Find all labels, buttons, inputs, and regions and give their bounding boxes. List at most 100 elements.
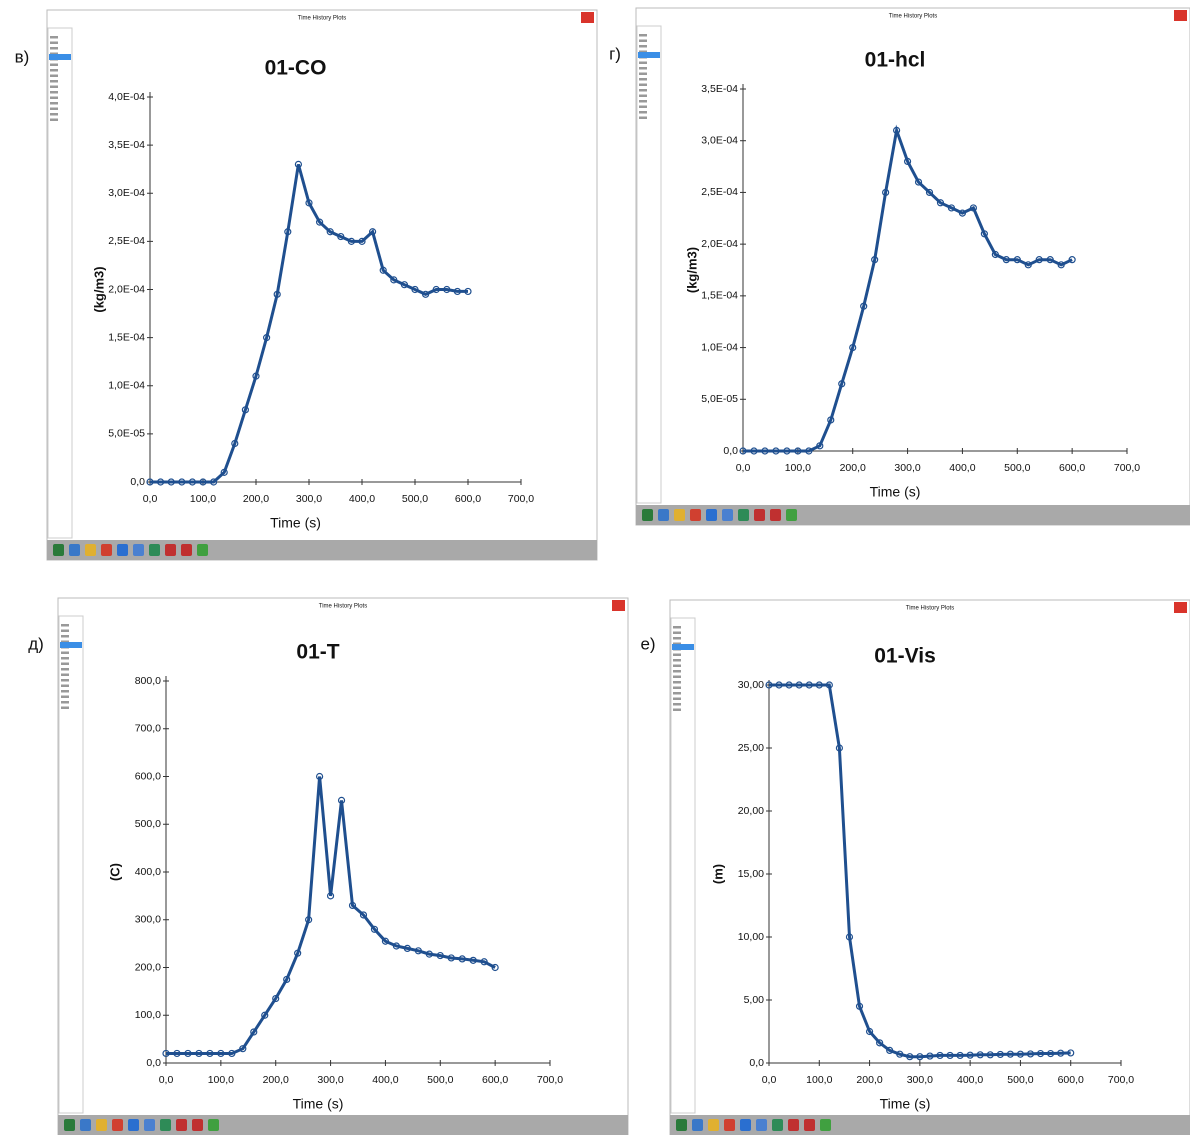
sidebar-item[interactable] [673,637,681,640]
taskbar-icon[interactable] [820,1119,831,1131]
taskbar-icon[interactable] [192,1119,203,1131]
sidebar-item[interactable] [673,687,681,690]
sidebar-item[interactable] [50,113,58,116]
sidebar-item[interactable] [673,676,681,679]
sidebar-item[interactable] [61,663,69,666]
sidebar-item[interactable] [50,47,58,50]
sidebar-item[interactable] [50,91,58,94]
sidebar-item[interactable] [639,95,647,98]
sidebar-item[interactable] [61,635,69,638]
taskbar-icon[interactable] [692,1119,703,1131]
sidebar-item[interactable] [639,106,647,109]
taskbar-icon[interactable] [706,509,717,521]
sidebar-item[interactable] [50,69,58,72]
sidebar-item[interactable] [639,45,647,48]
taskbar-icon[interactable] [786,509,797,521]
taskbar-icon[interactable] [117,544,128,556]
taskbar-icon[interactable] [96,1119,107,1131]
sidebar-selected[interactable] [49,54,71,60]
sidebar-item[interactable] [639,117,647,120]
taskbar-icon[interactable] [165,544,176,556]
sidebar-item[interactable] [50,36,58,39]
sidebar-selected[interactable] [672,644,694,650]
taskbar-icon[interactable] [740,1119,751,1131]
sidebar-item[interactable] [50,102,58,105]
taskbar-icon[interactable] [85,544,96,556]
taskbar-icon[interactable] [724,1119,735,1131]
sidebar-selected[interactable] [638,52,660,58]
sidebar-item[interactable] [61,630,69,633]
taskbar-icon[interactable] [64,1119,75,1131]
sidebar-item[interactable] [50,97,58,100]
sidebar-item[interactable] [61,701,69,704]
sidebar-item[interactable] [61,685,69,688]
sidebar-item[interactable] [639,111,647,114]
sidebar-item[interactable] [673,681,681,684]
sidebar-item[interactable] [639,73,647,76]
sidebar-item[interactable] [673,670,681,673]
taskbar-icon[interactable] [101,544,112,556]
sidebar-item[interactable] [639,67,647,70]
close-button[interactable] [612,600,625,611]
sidebar-item[interactable] [61,696,69,699]
sidebar-item[interactable] [61,690,69,693]
taskbar-icon[interactable] [642,509,653,521]
taskbar-icon[interactable] [112,1119,123,1131]
sidebar-item[interactable] [673,654,681,657]
taskbar-icon[interactable] [722,509,733,521]
sidebar-item[interactable] [673,709,681,712]
sidebar-item[interactable] [61,624,69,627]
sidebar-selected[interactable] [60,642,82,648]
taskbar-icon[interactable] [788,1119,799,1131]
taskbar-icon[interactable] [197,544,208,556]
sidebar-item[interactable] [673,698,681,701]
taskbar-icon[interactable] [658,509,669,521]
taskbar-icon[interactable] [708,1119,719,1131]
sidebar-item[interactable] [639,34,647,37]
taskbar-icon[interactable] [149,544,160,556]
taskbar-icon[interactable] [181,544,192,556]
taskbar-icon[interactable] [690,509,701,521]
taskbar-icon[interactable] [80,1119,91,1131]
sidebar-item[interactable] [61,657,69,660]
sidebar-item[interactable] [50,64,58,67]
taskbar-icon[interactable] [69,544,80,556]
sidebar-item[interactable] [639,78,647,81]
taskbar-icon[interactable] [160,1119,171,1131]
sidebar-item[interactable] [639,89,647,92]
taskbar-icon[interactable] [144,1119,155,1131]
sidebar-item[interactable] [673,703,681,706]
sidebar-item[interactable] [50,42,58,45]
sidebar-item[interactable] [673,665,681,668]
taskbar-icon[interactable] [804,1119,815,1131]
taskbar-icon[interactable] [208,1119,219,1131]
sidebar-item[interactable] [61,668,69,671]
sidebar-item[interactable] [673,659,681,662]
sidebar-item[interactable] [673,692,681,695]
sidebar-item[interactable] [673,626,681,629]
sidebar-item[interactable] [639,40,647,43]
taskbar-icon[interactable] [754,509,765,521]
taskbar-icon[interactable] [772,1119,783,1131]
sidebar-item[interactable] [50,108,58,111]
taskbar-icon[interactable] [770,509,781,521]
taskbar-icon[interactable] [176,1119,187,1131]
sidebar-item[interactable] [61,674,69,677]
close-button[interactable] [1174,602,1187,613]
sidebar-item[interactable] [50,75,58,78]
sidebar-item[interactable] [61,652,69,655]
sidebar-item[interactable] [639,62,647,65]
sidebar-item[interactable] [639,100,647,103]
sidebar-item[interactable] [673,632,681,635]
taskbar-icon[interactable] [128,1119,139,1131]
sidebar-item[interactable] [61,707,69,710]
taskbar-icon[interactable] [133,544,144,556]
sidebar-item[interactable] [50,86,58,89]
taskbar-icon[interactable] [53,544,64,556]
sidebar-item[interactable] [50,80,58,83]
taskbar-icon[interactable] [738,509,749,521]
taskbar-icon[interactable] [676,1119,687,1131]
sidebar-item[interactable] [639,84,647,87]
taskbar-icon[interactable] [674,509,685,521]
sidebar-item[interactable] [61,679,69,682]
